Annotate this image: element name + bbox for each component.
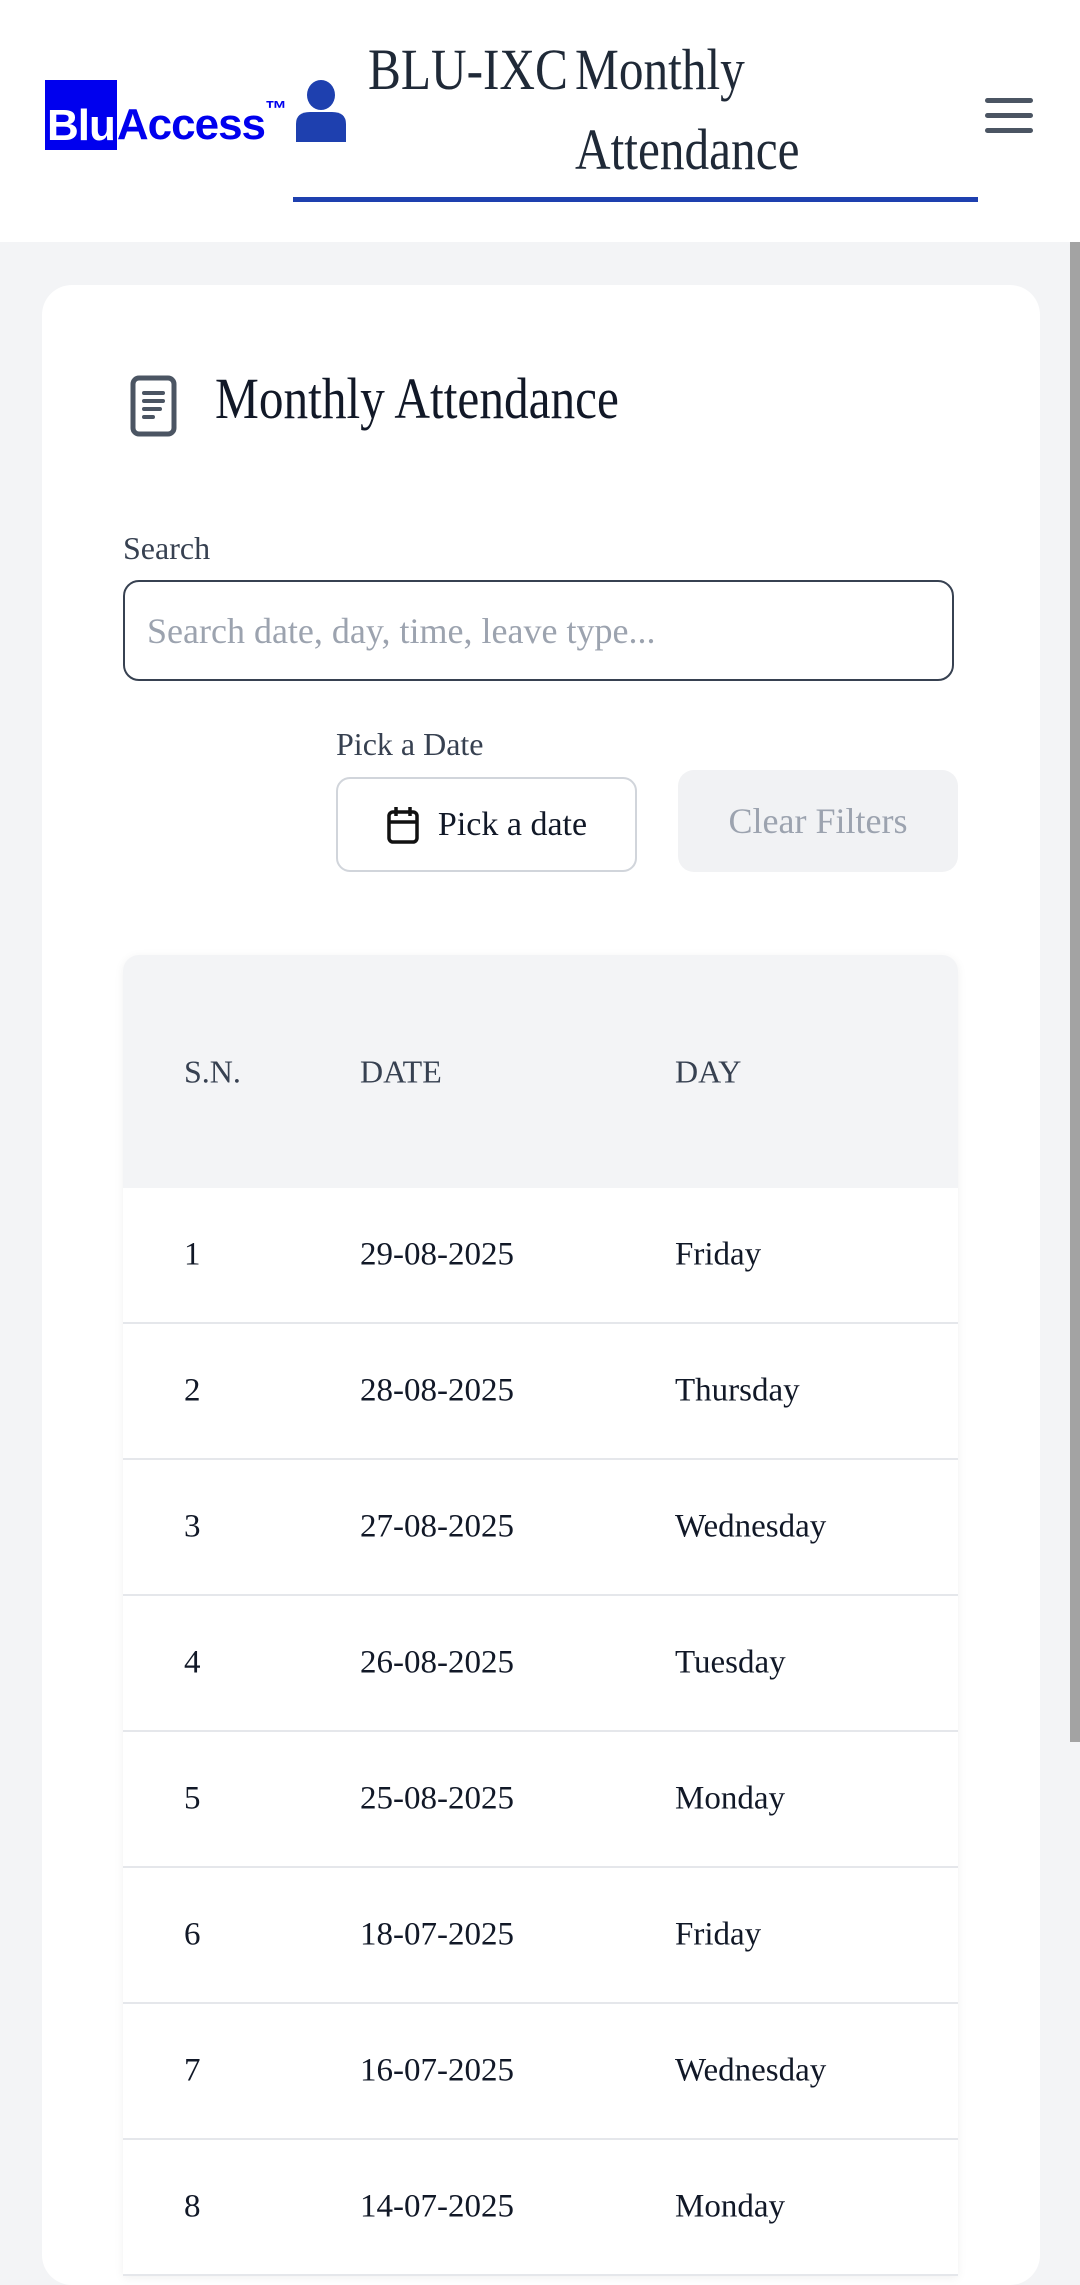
cell-sn: 5 — [184, 1780, 201, 1817]
table-row[interactable]: 7 16-07-2025 Wednesday — [123, 2004, 958, 2140]
user-name: BLU-IXC — [368, 37, 568, 102]
card-title: Monthly Attendance — [215, 366, 619, 431]
cell-sn: 1 — [184, 1236, 201, 1273]
header-page-title: Monthly Attendance — [575, 37, 800, 182]
search-label: Search — [123, 530, 211, 566]
cell-day: Monday — [675, 2188, 785, 2225]
user-icon — [296, 80, 346, 142]
table-row[interactable]: 5 25-08-2025 Monday — [123, 1732, 958, 1868]
cell-sn: 2 — [184, 1372, 201, 1409]
column-header-date[interactable]: DATE — [360, 1053, 442, 1089]
table-row[interactable]: 3 27-08-2025 Wednesday — [123, 1460, 958, 1596]
cell-sn: 7 — [184, 2052, 201, 2089]
attendance-table: S.N. DATE DAY 1 29-08-2025 Friday 2 28-08-20… — [123, 955, 958, 2276]
cell-day: Thursday — [675, 1372, 800, 1409]
cell-sn: 8 — [184, 2188, 201, 2225]
column-header-sn[interactable]: S.N. — [184, 1053, 241, 1089]
cell-sn: 4 — [184, 1644, 201, 1681]
cell-date: 14-07-2025 — [360, 2188, 514, 2225]
cell-day: Wednesday — [675, 2052, 827, 2089]
cell-sn: 3 — [184, 1508, 201, 1545]
table-row[interactable]: 4 26-08-2025 Tuesday — [123, 1596, 958, 1732]
bluaccess-logo[interactable]: Blu Access ™ — [45, 80, 287, 150]
menu-toggle-button[interactable] — [985, 98, 1033, 143]
table-row[interactable]: 2 28-08-2025 Thursday — [123, 1324, 958, 1460]
cell-day: Monday — [675, 1780, 785, 1817]
cell-date: 16-07-2025 — [360, 2052, 514, 2089]
cell-day: Friday — [675, 1916, 762, 1953]
table-row[interactable]: 1 29-08-2025 Friday — [123, 1188, 958, 1324]
clear-filters-button[interactable]: Clear Filters — [678, 770, 958, 872]
calendar-icon — [387, 806, 419, 844]
cell-date: 26-08-2025 — [360, 1644, 514, 1681]
cell-date: 27-08-2025 — [360, 1508, 514, 1545]
document-icon — [130, 375, 177, 437]
table-row[interactable]: 6 18-07-2025 Friday — [123, 1868, 958, 2004]
column-header-day[interactable]: DAY — [675, 1053, 742, 1089]
cell-date: 28-08-2025 — [360, 1372, 514, 1409]
scrollbar[interactable] — [1070, 242, 1080, 1742]
app-header: Blu Access ™ BLU-IXC Monthly Attendance — [0, 0, 1080, 242]
date-label: Pick a Date — [336, 726, 484, 762]
cell-date: 29-08-2025 — [360, 1236, 514, 1273]
cell-day: Friday — [675, 1236, 762, 1273]
cell-day: Wednesday — [675, 1508, 827, 1545]
table-header: S.N. DATE DAY — [123, 955, 958, 1188]
cell-day: Tuesday — [675, 1644, 786, 1681]
pick-date-button[interactable]: Pick a date — [336, 777, 637, 872]
header-underline — [293, 197, 978, 202]
cell-sn: 6 — [184, 1916, 201, 1953]
table-row[interactable]: 8 14-07-2025 Monday — [123, 2140, 958, 2276]
cell-date: 25-08-2025 — [360, 1780, 514, 1817]
search-input[interactable] — [123, 580, 954, 681]
cell-date: 18-07-2025 — [360, 1916, 514, 1953]
pick-date-label: Pick a date — [437, 805, 588, 843]
